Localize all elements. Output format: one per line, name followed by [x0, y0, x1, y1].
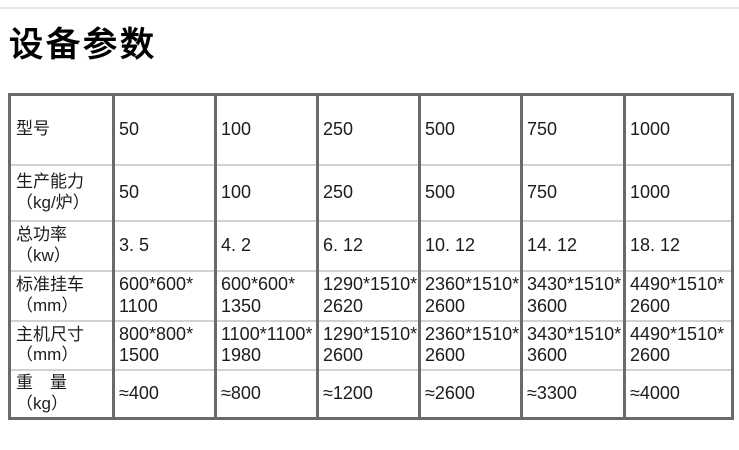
cell-value: 50 [112, 163, 217, 222]
row-label: 型号 [8, 93, 115, 166]
cell-value: 10. 12 [418, 219, 523, 272]
cell-value: 4490*1510* 2600 [623, 269, 734, 322]
cell-value: 1000 [623, 93, 734, 166]
cell-value: ≈3300 [520, 369, 626, 420]
cell-value: 6. 12 [316, 219, 421, 272]
cell-value: 600*600* 1350 [214, 269, 319, 322]
table-row: 标准挂车 （mm） 600*600* 1100 600*600* 1350 1290*… [8, 269, 734, 322]
row-label: 生产能力 （kg/炉） [8, 163, 115, 222]
cell-value: 2360*1510* 2600 [418, 319, 523, 372]
equipment-spec-table: 型号 50 100 250 500 750 1000 生产能力 （kg/炉） 50 100 250 5… [8, 93, 734, 420]
cell-value: 18. 12 [623, 219, 734, 272]
row-label: 重 量 （kg） [8, 369, 115, 420]
cell-value: 100 [214, 163, 319, 222]
cell-value: 1100*1100* 1980 [214, 319, 319, 372]
cell-value: ≈1200 [316, 369, 421, 420]
cell-value: 3430*1510* 3600 [520, 269, 626, 322]
cell-value: 3. 5 [112, 219, 217, 272]
cell-value: 750 [520, 93, 626, 166]
cell-value: 50 [112, 93, 217, 166]
cell-value: ≈400 [112, 369, 217, 420]
page-title: 设备参数 [9, 26, 157, 64]
table-row: 型号 50 100 250 500 750 1000 [8, 93, 734, 166]
cell-value: 4. 2 [214, 219, 319, 272]
cell-value: ≈800 [214, 369, 319, 420]
cell-value: 250 [316, 93, 421, 166]
cell-value: 14. 12 [520, 219, 626, 272]
cell-value: 2360*1510* 2600 [418, 269, 523, 322]
cell-value: 500 [418, 93, 523, 166]
cell-value: 250 [316, 163, 421, 222]
table-row: 总功率 （kw） 3. 5 4. 2 6. 12 10. 12 14. 12 18. 12 [8, 219, 734, 272]
cell-value: 1000 [623, 163, 734, 222]
cell-value: ≈4000 [623, 369, 734, 420]
table-row: 生产能力 （kg/炉） 50 100 250 500 750 1000 [8, 163, 734, 222]
cell-value: 1290*1510* 2620 [316, 269, 421, 322]
top-divider [0, 7, 739, 9]
table-row: 主机尺寸 （mm） 800*800* 1500 1100*1100* 1980 129… [8, 319, 734, 372]
row-label: 主机尺寸 （mm） [8, 319, 115, 372]
row-label: 标准挂车 （mm） [8, 269, 115, 322]
cell-value: 500 [418, 163, 523, 222]
cell-value: 800*800* 1500 [112, 319, 217, 372]
cell-value: 750 [520, 163, 626, 222]
cell-value: ≈2600 [418, 369, 523, 420]
cell-value: 1290*1510* 2600 [316, 319, 421, 372]
cell-value: 3430*1510* 3600 [520, 319, 626, 372]
spec-table-body: 型号 50 100 250 500 750 1000 生产能力 （kg/炉） 50 100 250 5… [8, 93, 734, 420]
cell-value: 100 [214, 93, 319, 166]
table-row: 重 量 （kg） ≈400 ≈800 ≈1200 ≈2600 ≈3300 ≈4000 [8, 369, 734, 420]
cell-value: 4490*1510* 2600 [623, 319, 734, 372]
row-label: 总功率 （kw） [8, 219, 115, 272]
cell-value: 600*600* 1100 [112, 269, 217, 322]
